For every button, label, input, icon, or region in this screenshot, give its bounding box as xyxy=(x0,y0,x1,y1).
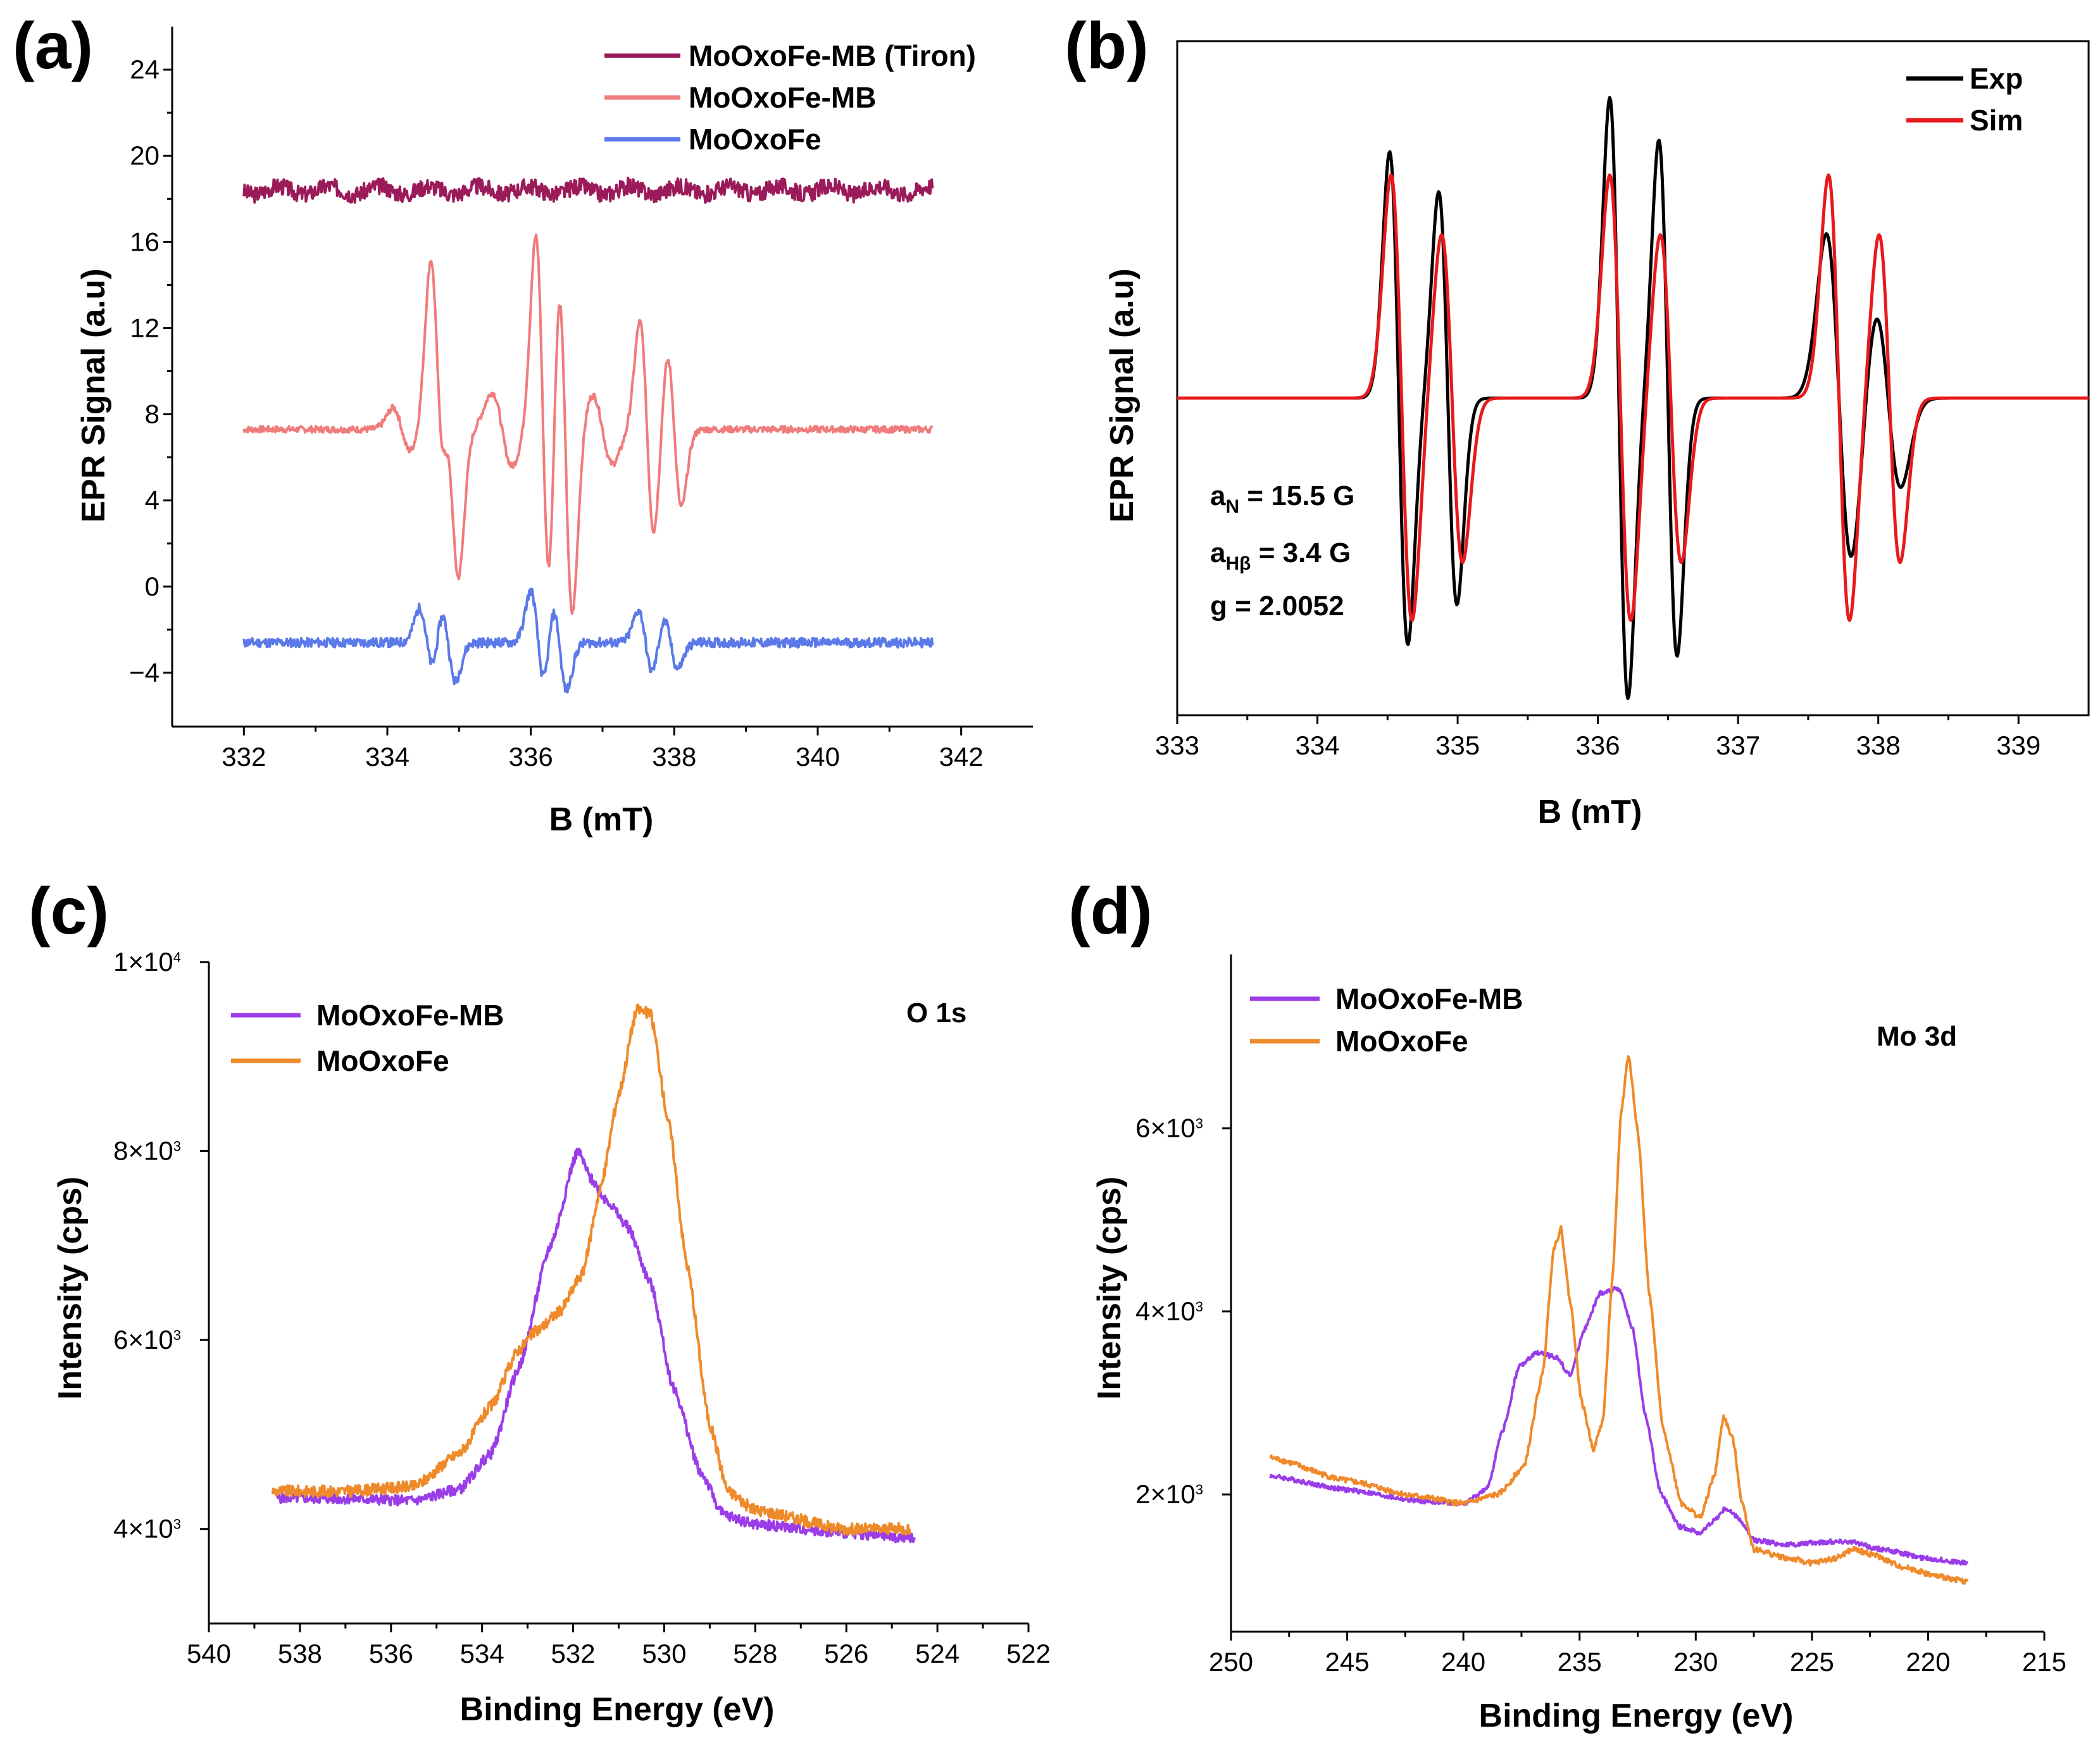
y-tick-label: 0 xyxy=(145,572,159,601)
x-tick-label: 335 xyxy=(1435,730,1480,760)
x-tick-label: 332 xyxy=(222,742,266,772)
panel-a-label: (a) xyxy=(13,9,93,83)
y-tick-label: 2×103 xyxy=(1135,1479,1203,1509)
y-tick-label: 16 xyxy=(130,227,159,256)
y-tick-label: 12 xyxy=(130,313,159,342)
panel-d-ylabel: Intensity (cps) xyxy=(1091,1177,1128,1400)
series-line-mooxofe xyxy=(271,1003,911,1536)
legend-label-c-moxofe: MoOxoFe xyxy=(316,1044,449,1077)
x-tick-label: 538 xyxy=(278,1639,322,1668)
series-line-mooxofe xyxy=(1269,1055,1969,1585)
panel-c-legend: MoOxoFe-MB MoOxoFe xyxy=(231,999,504,1077)
panel-c-annotation: O 1s xyxy=(906,998,966,1029)
series-line-sim xyxy=(1177,173,2089,622)
x-tick-label: 334 xyxy=(365,742,409,772)
panel-a: (a) 332 334 336 338 340 342 −4 0 4 8 12 16 20 24 B (m… xyxy=(13,9,1033,838)
panel-c-xlabel: Binding Energy (eV) xyxy=(460,1691,775,1728)
panel-d-xlabel: Binding Energy (eV) xyxy=(1479,1698,1794,1734)
legend-label-d-mb: MoOxoFe-MB xyxy=(1335,982,1523,1015)
x-tick-label: 534 xyxy=(460,1639,504,1668)
y-tick-label: 8×103 xyxy=(113,1136,181,1166)
x-tick-label: 526 xyxy=(824,1639,868,1668)
x-tick-label: 338 xyxy=(652,742,696,772)
panel-a-legend: MoOxoFe-MB (Tiron) MoOxoFe-MB MoOxoFe xyxy=(604,39,976,156)
x-tick-label: 245 xyxy=(1325,1647,1370,1677)
panel-d-legend: MoOxoFe-MB MoOxoFe xyxy=(1250,982,1523,1058)
panel-d-annotation: Mo 3d xyxy=(1877,1021,1957,1052)
x-tick-label: 334 xyxy=(1295,730,1339,760)
panel-c: (c) 540 538 536 534 532 530 528 526 524 522 4×103 6… xyxy=(28,875,1051,1728)
panel-c-ylabel: Intensity (cps) xyxy=(52,1177,89,1400)
panel-d: (d) 250 245 240 235 230 225 220 215 2×103 4×103 6×… xyxy=(1068,875,2066,1734)
panel-d-plot: 250 245 240 235 230 225 220 215 2×103 4×103 6×103 xyxy=(1135,954,2066,1677)
legend-label-moxofe: MoOxoFe xyxy=(689,123,822,156)
y-tick-label: 8 xyxy=(145,399,159,429)
x-tick-label: 339 xyxy=(1996,730,2041,760)
x-tick-label: 225 xyxy=(1790,1647,1834,1677)
series-line-mooxofe-mb-tiron- xyxy=(242,177,934,204)
legend-label-d-moxofe: MoOxoFe xyxy=(1335,1025,1468,1058)
panel-b: (b) 333 334 335 336 337 338 339 B (mT) EPR Sig… xyxy=(1065,9,2090,830)
x-tick-label: 333 xyxy=(1155,730,1199,760)
panel-a-plot: 332 334 336 338 340 342 −4 0 4 8 12 16 20 24 xyxy=(129,27,1033,772)
x-tick-label: 336 xyxy=(1576,730,1620,760)
x-tick-label: 337 xyxy=(1716,730,1760,760)
y-tick-label: 1×104 xyxy=(113,947,181,977)
series-line-mooxofe xyxy=(242,587,934,694)
x-tick-label: 522 xyxy=(1006,1639,1051,1668)
x-tick-label: 250 xyxy=(1209,1647,1253,1677)
x-tick-label: 336 xyxy=(509,742,553,772)
y-tick-label: 24 xyxy=(130,54,159,84)
y-tick-label: 20 xyxy=(130,141,159,170)
y-tick-label: 4×103 xyxy=(113,1514,181,1544)
panel-b-plot: 333 334 335 336 337 338 339 xyxy=(1155,40,2090,760)
y-tick-label: −4 xyxy=(129,658,159,687)
panel-a-ylabel: EPR Signal (a.u) xyxy=(75,268,112,523)
panel-a-xlabel: B (mT) xyxy=(549,801,654,838)
panel-b-xlabel: B (mT) xyxy=(1538,794,1642,830)
panel-b-ylabel: EPR Signal (a.u) xyxy=(1104,268,1141,523)
panel-b-legend: Exp Sim xyxy=(1906,62,2023,137)
x-tick-label: 340 xyxy=(796,742,840,772)
panel-d-label: (d) xyxy=(1068,875,1153,948)
legend-label-tiron: MoOxoFe-MB (Tiron) xyxy=(689,39,976,72)
panel-c-label: (c) xyxy=(28,875,109,948)
x-tick-label: 230 xyxy=(1673,1647,1718,1677)
y-tick-label: 4 xyxy=(145,485,159,515)
legend-label-exp: Exp xyxy=(1970,62,2023,95)
x-tick-label: 215 xyxy=(2022,1647,2066,1677)
y-tick-label: 4×103 xyxy=(1135,1296,1203,1326)
y-tick-label: 6×103 xyxy=(1135,1113,1203,1143)
x-tick-label: 220 xyxy=(1906,1647,1950,1677)
x-tick-label: 524 xyxy=(915,1639,959,1668)
x-tick-label: 342 xyxy=(939,742,984,772)
x-tick-label: 338 xyxy=(1856,730,1901,760)
x-tick-label: 528 xyxy=(733,1639,777,1668)
legend-label-c-mb: MoOxoFe-MB xyxy=(316,999,504,1032)
x-tick-label: 540 xyxy=(187,1639,231,1668)
x-tick-label: 235 xyxy=(1558,1647,1602,1677)
series-line-mooxofe-mb xyxy=(242,233,934,615)
annotation-aH: aHβ = 3.4 G xyxy=(1210,537,1351,574)
panel-b-annotations: aN = 15.5 G aHβ = 3.4 G g = 2.0052 xyxy=(1210,480,1354,622)
y-tick-label: 6×103 xyxy=(113,1325,181,1354)
panel-c-plot: 540 538 536 534 532 530 528 526 524 522 4×103 6×103… xyxy=(113,947,1051,1668)
x-tick-label: 240 xyxy=(1441,1647,1485,1677)
annotation-g: g = 2.0052 xyxy=(1210,591,1344,622)
series-line-mooxofe-mb xyxy=(275,1148,916,1544)
panel-b-label: (b) xyxy=(1065,9,1149,83)
x-tick-label: 536 xyxy=(369,1639,413,1668)
x-tick-label: 530 xyxy=(642,1639,686,1668)
series-line-mooxofe-mb xyxy=(1269,1285,1969,1566)
legend-label-sim: Sim xyxy=(1970,104,2023,137)
annotation-aN: aN = 15.5 G xyxy=(1210,480,1354,517)
plot-frame xyxy=(1176,40,2090,716)
x-tick-label: 532 xyxy=(551,1639,596,1668)
legend-label-mb: MoOxoFe-MB xyxy=(689,81,876,114)
